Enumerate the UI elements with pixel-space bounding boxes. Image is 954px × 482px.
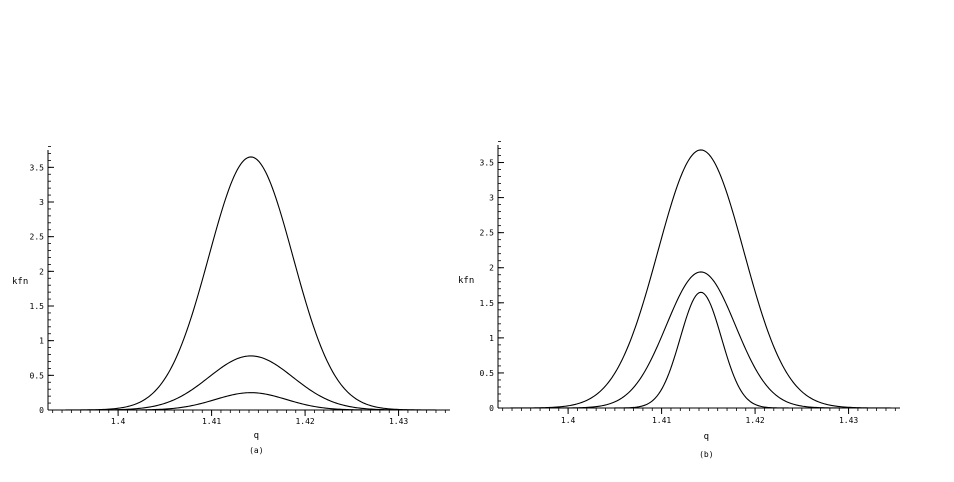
x-tick-label: 1.41 [652,416,671,425]
y-tick-label: 3 [39,198,44,207]
y-tick-label: 0.5 [30,371,45,380]
x-tick-label: 1.4 [561,416,576,425]
series-line-1 [48,156,450,411]
y-tick-label: 2.5 [480,229,495,238]
panel-caption: (a) [249,446,263,455]
x-tick-label: 1.43 [839,416,858,425]
series-line-1 [498,149,900,409]
y-tick-label: 2.5 [30,233,45,242]
x-axis-label: q [704,432,709,442]
y-tick-label: 1.5 [480,299,495,308]
x-axis-label: q [254,431,259,441]
series-line-3 [498,291,900,409]
x-tick-label: 1.42 [745,416,764,425]
y-tick-label: 1 [489,334,494,343]
chart-panel-2: 0 0.5 1 1.5 2 2.5 3 3.5 1.4 1.41 1.42 1.43 kfn q (b) [458,141,900,459]
x-tick-label: 1.4 [111,417,126,426]
y-tick-label: 0 [39,406,44,415]
y-tick-label: 1.5 [30,302,45,311]
y-tick-label: 0 [489,404,494,413]
series-line-2 [48,355,450,411]
y-tick-label: 3 [489,194,494,203]
y-axis-label: kfn [458,276,474,286]
x-tick-label: 1.41 [202,417,221,426]
y-tick-label: 3.5 [480,159,495,168]
x-tick-label: 1.42 [295,417,314,426]
y-axis-label: kfn [12,277,28,287]
y-tick-label: 2 [489,264,494,273]
series-line-3 [48,392,450,411]
y-tick-label: 2 [39,267,44,276]
y-tick-label: 3.5 [30,163,45,172]
y-tick-label: 0.5 [480,369,495,378]
x-tick-label: 1.43 [389,417,408,426]
y-tick-label: 1 [39,337,44,346]
panel-caption: (b) [699,450,713,459]
chart-panel-1: 0 0.5 1 1.5 2 2.5 3 3.5 1.4 1.41 1.42 1.43 kfn q (a) [12,146,450,455]
